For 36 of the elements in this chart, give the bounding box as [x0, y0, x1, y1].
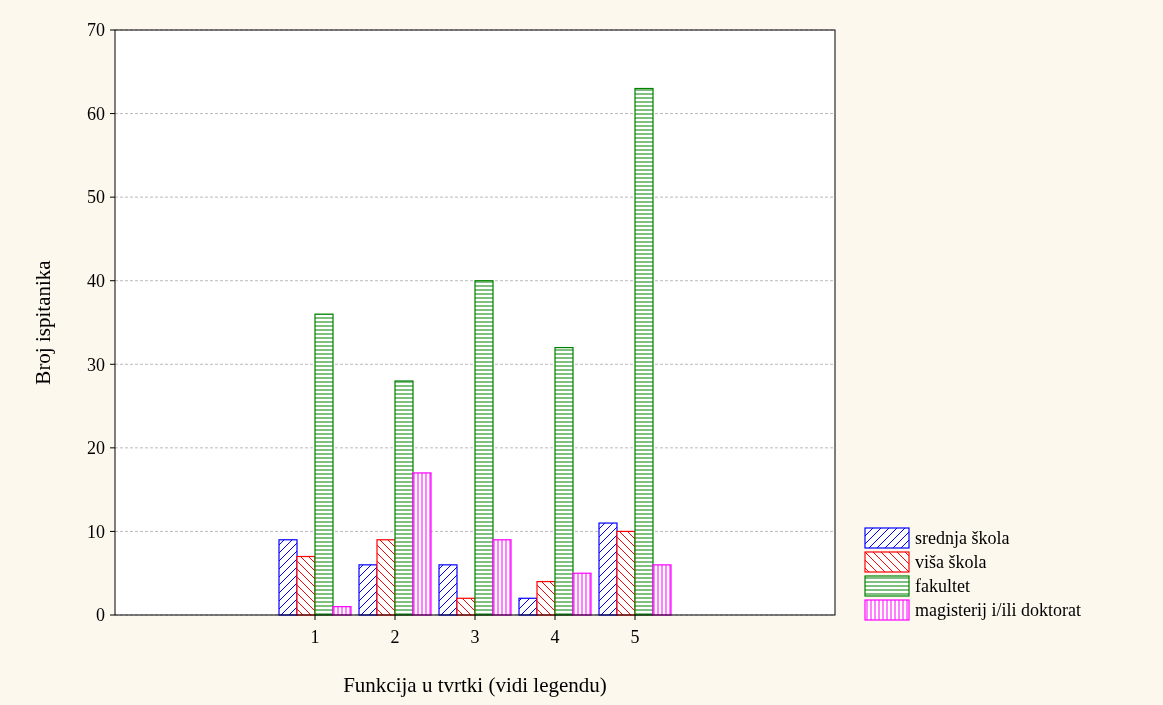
bar	[652, 564, 672, 616]
bar	[492, 539, 512, 616]
bar	[376, 539, 396, 616]
bar	[314, 313, 334, 616]
legend-label: magisterij i/ili doktorat	[915, 600, 1081, 621]
bar	[438, 564, 458, 616]
y-tick-label: 20	[87, 438, 105, 459]
x-tick-label: 3	[470, 627, 480, 647]
legend-label: fakultet	[915, 576, 970, 597]
x-axis-title: Funkcija u tvrtki (vidi legendu)	[343, 673, 607, 697]
x-tick-label: 4	[550, 627, 560, 647]
y-tick-label: 0	[96, 605, 105, 626]
legend-label: viša škola	[915, 552, 987, 573]
y-tick-label: 70	[87, 20, 105, 41]
bar	[412, 472, 432, 616]
bar	[616, 530, 636, 616]
bar	[358, 564, 378, 616]
y-axis-title: Broj ispitanika	[31, 259, 55, 385]
y-tick-label: 60	[87, 103, 105, 124]
bar	[598, 522, 618, 616]
bar	[278, 539, 298, 616]
bar	[474, 280, 494, 616]
bar	[296, 555, 316, 616]
y-tick-label: 10	[87, 521, 105, 542]
bar	[554, 346, 574, 616]
x-tick-label: 5	[630, 627, 640, 647]
legend-label: srednja škola	[915, 528, 1010, 549]
y-tick-label: 40	[87, 271, 105, 292]
x-tick-label: 1	[310, 627, 320, 647]
x-tick-label: 2	[390, 627, 400, 647]
bar	[394, 380, 414, 616]
y-tick-label: 30	[87, 354, 105, 375]
y-tick-label: 50	[87, 187, 105, 208]
bar	[572, 572, 592, 616]
bar	[536, 580, 556, 616]
bar	[634, 87, 654, 616]
